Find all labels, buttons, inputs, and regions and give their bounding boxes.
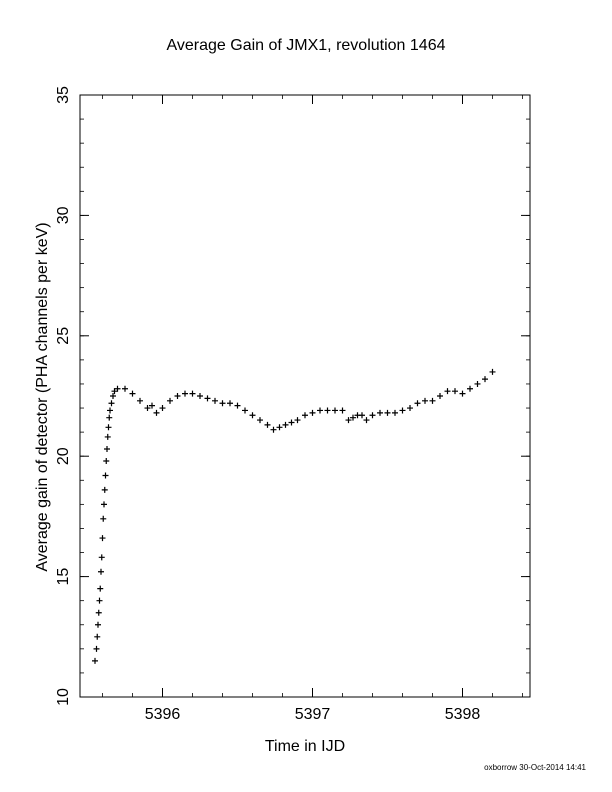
data-point — [399, 407, 406, 414]
data-point — [101, 501, 107, 508]
data-point — [302, 412, 308, 419]
y-tick-label: 30 — [55, 206, 72, 224]
data-point — [429, 397, 436, 404]
data-point — [489, 368, 496, 375]
data-point — [384, 409, 391, 416]
data-point — [153, 409, 160, 416]
data-point — [94, 633, 101, 640]
data-point — [422, 397, 428, 404]
data-point — [105, 424, 112, 431]
data-point — [204, 395, 211, 402]
data-point — [350, 414, 356, 421]
data-point — [212, 397, 218, 404]
data-point — [92, 657, 98, 664]
data-point — [219, 400, 226, 407]
data-point — [227, 400, 233, 407]
y-tick-label: 20 — [55, 447, 72, 465]
data-point — [467, 385, 473, 392]
data-point — [242, 407, 248, 414]
data-point — [122, 385, 128, 392]
data-point — [339, 407, 346, 414]
data-point — [452, 388, 458, 395]
data-point — [174, 393, 181, 399]
footer-credit: oxborrow 30-Oct-2014 14:41 — [484, 763, 586, 772]
data-point — [282, 421, 289, 428]
data-point — [98, 568, 104, 575]
data-point — [474, 380, 481, 387]
data-point — [437, 393, 443, 399]
data-point — [377, 409, 383, 416]
data-point — [137, 397, 143, 404]
plot-frame — [79, 94, 531, 698]
data-point — [444, 388, 451, 395]
data-point — [407, 405, 413, 412]
data-point — [167, 397, 173, 404]
data-point — [182, 390, 188, 397]
data-point — [324, 407, 331, 414]
data-point — [107, 407, 113, 414]
y-tick-label: 15 — [55, 568, 72, 586]
data-point — [96, 597, 103, 604]
data-point — [414, 400, 421, 407]
data-point — [332, 407, 338, 414]
data-point — [264, 421, 271, 428]
data-point — [345, 417, 352, 424]
x-tick-label: 5396 — [145, 706, 181, 723]
y-axis-label: Average gain of detector (PHA channels p… — [34, 222, 51, 572]
data-point — [149, 402, 155, 409]
data-point — [197, 393, 203, 399]
data-point — [234, 402, 241, 409]
data-point — [102, 472, 109, 479]
data-point — [103, 458, 110, 465]
data-point — [129, 390, 136, 397]
data-point — [106, 414, 113, 421]
x-tick-label: 5397 — [295, 706, 331, 723]
data-point — [309, 409, 316, 416]
y-tick-label: 35 — [55, 86, 72, 104]
data-point — [100, 515, 107, 522]
data-point — [249, 412, 256, 419]
data-point — [104, 433, 111, 440]
data-point — [97, 585, 104, 592]
data-point — [114, 385, 121, 392]
data-point — [95, 621, 101, 628]
x-tick-label: 5398 — [445, 706, 481, 723]
data-point — [392, 409, 398, 416]
data-point — [294, 417, 301, 424]
y-tick-label: 25 — [55, 327, 72, 345]
data-point — [359, 412, 365, 419]
data-point — [95, 609, 102, 616]
data-point — [363, 417, 370, 424]
data-point — [369, 412, 376, 419]
data-point — [101, 486, 108, 493]
y-tick-label: 10 — [55, 688, 72, 706]
data-point — [99, 535, 106, 542]
data-point — [288, 419, 295, 426]
data-point — [159, 405, 166, 412]
data-point — [108, 400, 115, 407]
chart-title: Average Gain of JMX1, revolution 1464 — [166, 37, 446, 54]
data-point — [144, 405, 151, 412]
data-point — [189, 390, 196, 397]
x-axis-label: Time in IJD — [264, 738, 346, 755]
data-point — [257, 417, 263, 424]
data-point — [110, 393, 116, 399]
data-point — [93, 645, 100, 652]
data-point — [317, 407, 323, 414]
data-point — [104, 445, 110, 452]
data-point — [459, 390, 466, 397]
data-point — [276, 424, 283, 431]
data-point — [270, 426, 277, 433]
data-point — [482, 376, 488, 383]
data-point — [98, 554, 105, 561]
